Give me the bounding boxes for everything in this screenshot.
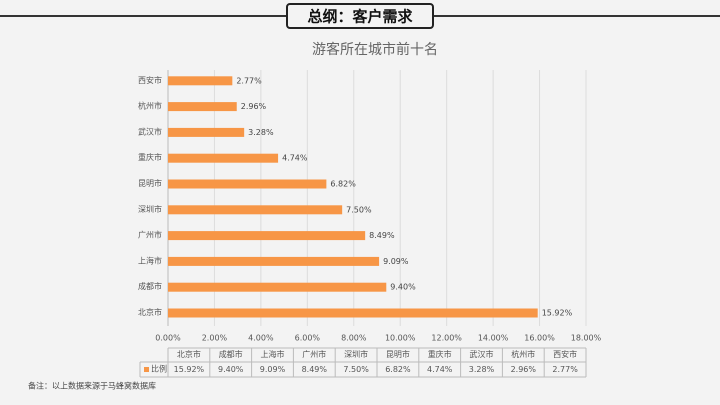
bar	[168, 282, 387, 292]
y-tick-label: 武汉市	[138, 126, 162, 136]
value-label: 6.82%	[330, 180, 356, 189]
value-label: 2.77%	[236, 76, 262, 85]
table-cell: 2.77%	[552, 365, 578, 374]
bar	[168, 153, 279, 163]
y-tick-label: 杭州市	[138, 101, 162, 111]
table-cell: 2.96%	[511, 365, 537, 374]
x-tick-label: 4.00%	[248, 334, 274, 343]
table-cell: 6.82%	[385, 365, 411, 374]
y-tick-label: 西安市	[138, 75, 162, 85]
table-header: 昆明市	[386, 349, 410, 359]
table-cell: 7.50%	[343, 365, 369, 374]
y-tick-label: 深圳市	[138, 204, 162, 214]
table-header: 成都市	[219, 349, 243, 359]
value-label: 15.92%	[542, 309, 573, 318]
y-tick-label: 上海市	[138, 255, 162, 265]
value-label: 4.74%	[282, 154, 308, 163]
table-header: 广州市	[302, 349, 326, 359]
header-box	[286, 3, 434, 29]
bar	[168, 308, 538, 318]
bar	[168, 102, 237, 112]
bar	[168, 205, 343, 215]
table-header: 武汉市	[470, 349, 494, 359]
bar	[168, 76, 233, 86]
table-header: 深圳市	[344, 349, 368, 359]
y-tick-label: 昆明市	[138, 178, 162, 188]
header-title: 总纲：客户需求	[307, 8, 413, 26]
table-cell: 3.28%	[469, 365, 495, 374]
x-tick-label: 2.00%	[202, 334, 228, 343]
bar	[168, 231, 366, 241]
footnote: 备注：以上数据来源于马蜂窝数据库	[28, 381, 156, 391]
x-tick-label: 12.00%	[431, 334, 462, 343]
bar	[168, 179, 327, 189]
table-header: 上海市	[261, 349, 285, 359]
chart-title: 游客所在城市前十名	[312, 41, 438, 58]
value-label: 7.50%	[346, 205, 372, 214]
legend-swatch	[144, 367, 149, 372]
table-header: 西安市	[553, 349, 577, 359]
x-tick-label: 16.00%	[524, 334, 555, 343]
x-tick-label: 0.00%	[155, 334, 181, 343]
bar	[168, 127, 245, 137]
x-tick-label: 8.00%	[341, 334, 367, 343]
table-header: 杭州市	[511, 349, 535, 359]
y-tick-label: 成都市	[138, 281, 162, 291]
table-cell: 9.09%	[260, 365, 286, 374]
value-label: 2.96%	[241, 102, 267, 111]
value-label: 3.28%	[248, 128, 274, 137]
table-cell: 4.74%	[427, 365, 453, 374]
value-label: 8.49%	[369, 231, 395, 240]
table-cell: 15.92%	[174, 365, 205, 374]
table-header: 北京市	[177, 349, 201, 359]
y-tick-label: 广州市	[138, 230, 162, 240]
x-tick-label: 10.00%	[385, 334, 416, 343]
y-tick-label: 北京市	[138, 307, 162, 317]
x-tick-label: 14.00%	[478, 334, 509, 343]
value-label: 9.40%	[390, 283, 416, 292]
y-tick-label: 重庆市	[138, 152, 162, 162]
table-cell: 8.49%	[302, 365, 328, 374]
value-label: 9.09%	[383, 257, 409, 266]
x-tick-label: 6.00%	[295, 334, 321, 343]
table-header: 重庆市	[428, 349, 452, 359]
table-cell: 9.40%	[218, 365, 244, 374]
bar	[168, 256, 380, 266]
legend-label: 比例	[151, 364, 167, 374]
x-tick-label: 18.00%	[571, 334, 602, 343]
